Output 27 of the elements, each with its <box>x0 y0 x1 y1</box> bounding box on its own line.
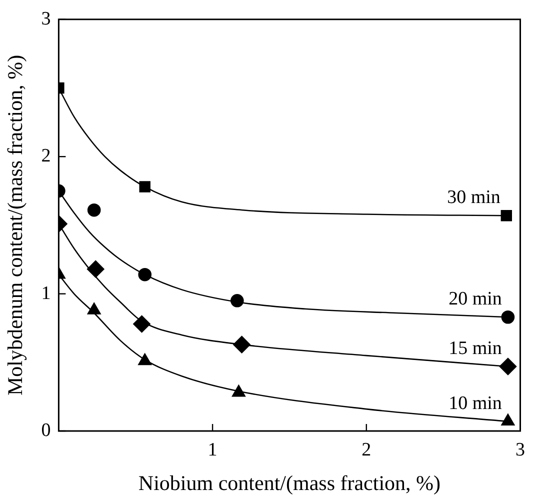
y-axis-title: Molybdenum content/(mass fraction, %) <box>3 54 28 396</box>
point <box>133 315 150 333</box>
point <box>87 302 101 314</box>
point <box>138 268 152 282</box>
point <box>501 414 515 426</box>
series-label: 15 min <box>448 338 502 359</box>
x-axis-title: Niobium content/(mass fraction, %) <box>138 470 441 495</box>
y-tick-label: 3 <box>41 8 51 30</box>
point <box>139 181 150 192</box>
series-label: 20 min <box>448 288 502 310</box>
point <box>501 310 515 324</box>
x-tick-label: 3 <box>516 439 525 460</box>
y-tick-label: 1 <box>41 282 51 304</box>
series-label: 30 min <box>447 187 501 208</box>
x-tick-label: 2 <box>362 439 372 460</box>
y-tick-label: 0 <box>41 420 51 441</box>
point <box>232 384 246 397</box>
point <box>230 294 244 308</box>
x-tick-label: 1 <box>208 439 218 460</box>
series-label: 10 min <box>448 392 502 414</box>
point <box>138 353 152 366</box>
point <box>87 203 101 217</box>
point <box>499 358 517 376</box>
point <box>500 210 512 222</box>
point <box>86 260 104 278</box>
point <box>233 336 250 354</box>
y-tick-label: 2 <box>41 146 51 167</box>
